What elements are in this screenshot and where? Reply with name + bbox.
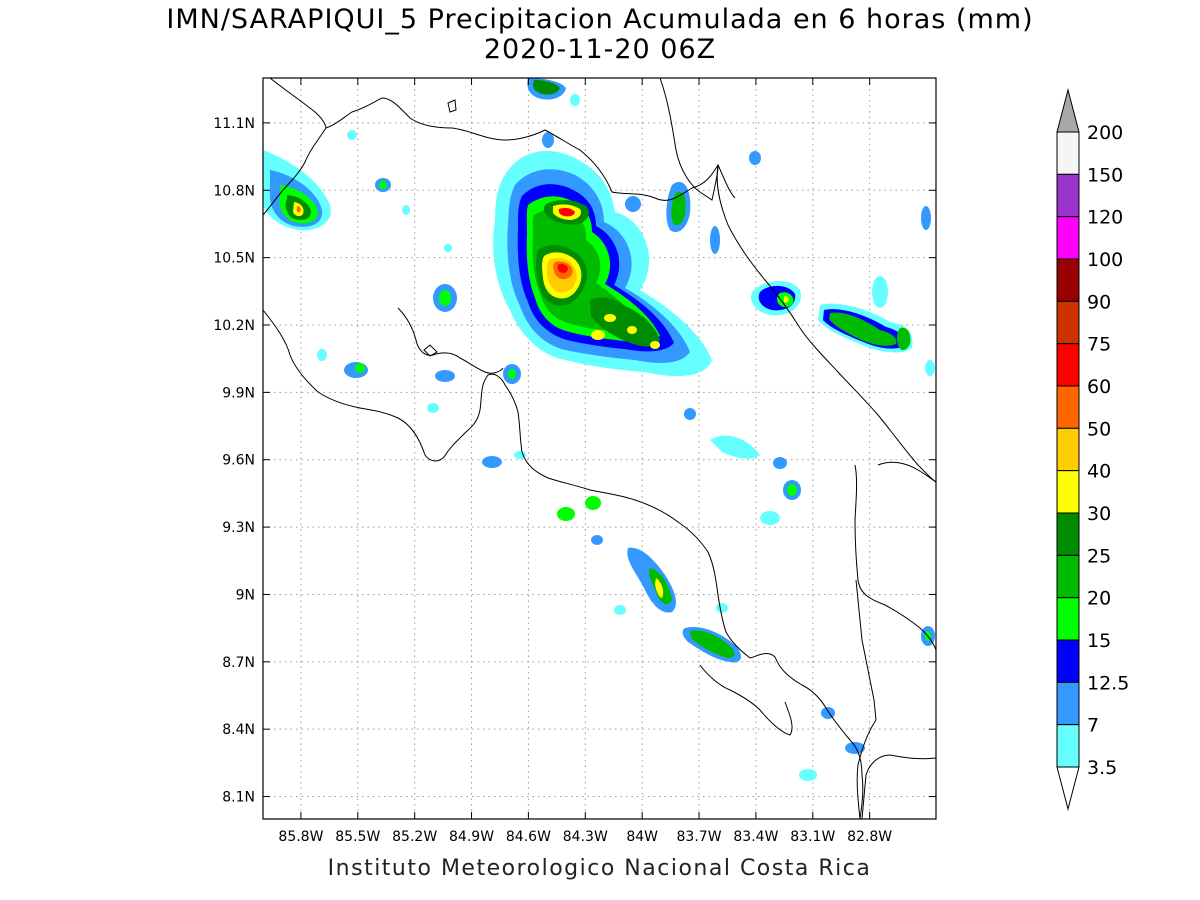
colorbar-segment [1056, 639, 1080, 683]
colorbar-label: 200 [1087, 122, 1123, 144]
lon-tick-label: 85.2W [392, 829, 437, 845]
colorbar-label: 120 [1087, 207, 1123, 229]
colorbar-label: 100 [1087, 249, 1123, 271]
colorbar-label: 75 [1087, 334, 1111, 356]
lat-tick-label: 10.5N [213, 251, 255, 267]
latitude-labels: 11.1N 10.8N 10.5N 10.2N 9.9N 9.6N 9.3N 9N 8.7N 8.… [213, 116, 255, 806]
footer-institution: Instituto Meteorologico Nacional Costa R… [327, 856, 872, 881]
colorbar-label: 150 [1087, 164, 1123, 186]
lat-tick-label: 9.9N [222, 385, 255, 401]
colorbar-label: 30 [1087, 503, 1111, 525]
colorbar-segment [1056, 512, 1080, 556]
longitude-labels: 85.8W 85.5W 85.2W 84.9W 84.6W 84.3W 84W 83.7W 83… [278, 829, 892, 845]
colorbar-segment [1056, 343, 1080, 387]
lon-tick-label: 84W [626, 829, 658, 845]
lon-tick-label: 82.8W [847, 829, 892, 845]
lon-tick-label: 85.8W [278, 829, 323, 845]
colorbar-segment [1056, 300, 1080, 345]
colorbar-segment [1056, 427, 1080, 472]
colorbar-label: 90 [1087, 291, 1111, 313]
lat-tick-label: 11.1N [213, 116, 255, 132]
coastlines [263, 78, 936, 819]
colorbar-segment [1056, 131, 1080, 175]
colorbar-segment [1056, 173, 1080, 218]
lon-tick-label: 84.6W [506, 829, 551, 845]
lat-tick-label: 10.8N [213, 183, 255, 199]
colorbar-segment [1056, 216, 1080, 260]
lat-tick-label: 9.6N [222, 453, 255, 469]
colorbar-label: 40 [1087, 461, 1111, 483]
colorbar-over-arrow [1056, 88, 1080, 133]
lat-tick-label: 10.2N [213, 318, 255, 334]
colorbar-segment [1056, 554, 1080, 599]
colorbar-label: 7 [1087, 715, 1099, 737]
colorbar-label: 25 [1087, 545, 1111, 567]
lon-tick-label: 84.3W [563, 829, 608, 845]
lat-tick-label: 8.7N [222, 655, 255, 671]
lat-tick-label: 9.3N [222, 520, 255, 536]
colorbar-segment [1056, 681, 1080, 726]
map-title: IMN/SARAPIQUI_5 Precipitacion Acumulada … [166, 4, 1034, 35]
lat-tick-label: 8.1N [222, 790, 255, 806]
colorbar-label: 12.5 [1087, 672, 1129, 694]
colorbar-segment [1056, 470, 1080, 514]
lon-tick-label: 83.4W [733, 829, 778, 845]
colorbar-label: 60 [1087, 376, 1111, 398]
colorbar-label: 3.5 [1087, 757, 1117, 779]
lat-tick-label: 9N [236, 587, 255, 603]
colorbar-label: 15 [1087, 630, 1111, 652]
lon-tick-label: 84.9W [449, 829, 494, 845]
colorbar-segment [1056, 597, 1080, 641]
map-subtitle-datetime: 2020-11-20 06Z [483, 34, 717, 65]
colorbar-segment [1056, 724, 1080, 768]
map-frame [262, 77, 937, 820]
lon-tick-label: 83.7W [677, 829, 722, 845]
colorbar-under-arrow [1056, 766, 1080, 811]
colorbar-segment [1056, 385, 1080, 429]
axis-ticks [263, 78, 936, 819]
colorbar-segment [1056, 258, 1080, 302]
precipitation-field [263, 78, 935, 781]
lon-tick-label: 83.1W [790, 829, 835, 845]
colorbar-label: 20 [1087, 588, 1111, 610]
colorbar-label: 50 [1087, 418, 1111, 440]
colorbar: 200 150 120 100 90 75 60 50 40 30 25 20 15 12.5 7 3.5 [1056, 88, 1129, 811]
lat-tick-label: 8.4N [222, 722, 255, 738]
lon-tick-label: 85.5W [335, 829, 380, 845]
